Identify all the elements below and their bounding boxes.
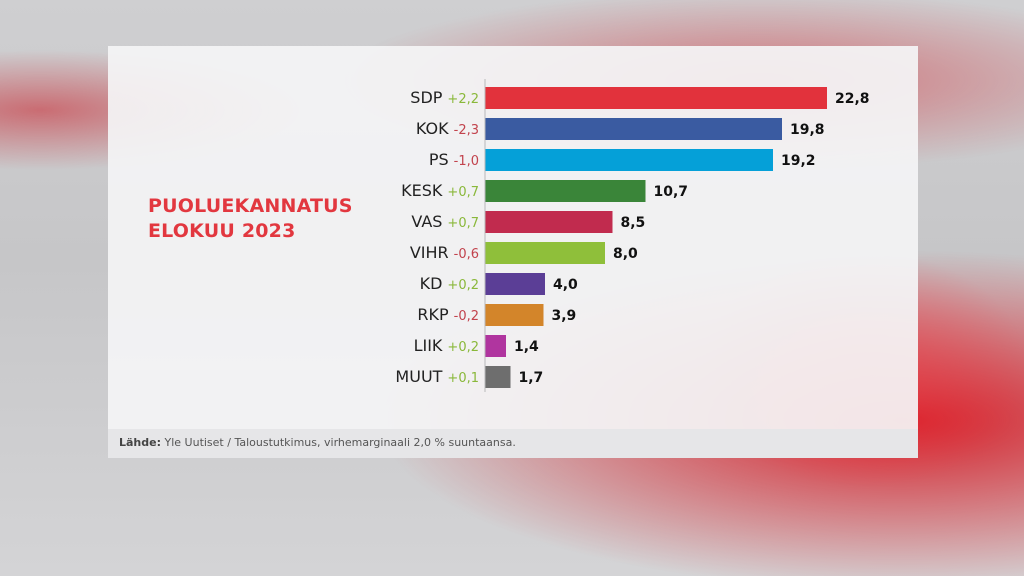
change-label: +0,7	[447, 185, 479, 200]
bar-rkp	[485, 304, 544, 326]
bar-ps	[485, 149, 773, 171]
value-label: 19,2	[781, 153, 816, 169]
bar-kd	[485, 273, 545, 295]
bar-row-kesk: KESK +0,7 10,7	[401, 180, 688, 202]
chart-title-line: PUOLUEKANNATUS	[148, 195, 353, 217]
change-label: +0,7	[447, 216, 479, 231]
party-name: KESK	[401, 181, 443, 200]
change-label: -1,0	[454, 154, 479, 169]
bar-sdp	[485, 87, 827, 109]
bar-row-vas: VAS +0,7 8,5	[411, 211, 645, 233]
source-description: Yle Uutiset / Taloustutkimus, virhemargi…	[164, 436, 516, 449]
bar-row-kd: KD +0,2 4,0	[420, 273, 578, 295]
bar-row-rkp: RKP -0,2 3,9	[417, 304, 576, 326]
party-name: KD	[420, 274, 443, 293]
party-name: VAS	[411, 212, 442, 231]
source-text: Lähde: Yle Uutiset / Taloustutkimus, vir…	[119, 436, 516, 449]
chart-title: PUOLUEKANNATUS ELOKUU 2023	[148, 194, 353, 244]
party-name: SDP	[410, 88, 442, 107]
change-label: -2,3	[454, 123, 479, 138]
source-label: Lähde:	[119, 436, 161, 449]
category-label: LIIK +0,2	[414, 336, 479, 355]
value-label: 1,4	[514, 339, 539, 355]
category-label: RKP -0,2	[417, 305, 479, 324]
category-label: PS -1,0	[429, 150, 479, 169]
value-label: 4,0	[553, 277, 578, 293]
category-label: KOK -2,3	[416, 119, 479, 138]
bar-chart: SDP +2,2 22,8 KOK -2,3 19,8 PS -1,0 19,2 KESK +0,7…	[395, 79, 870, 392]
party-name: KOK	[416, 119, 449, 138]
value-label: 3,9	[552, 308, 577, 324]
value-label: 8,5	[621, 215, 646, 231]
bar-vas	[485, 211, 613, 233]
bar-row-liik: LIIK +0,2 1,4	[414, 335, 539, 357]
source-footer: Lähde: Yle Uutiset / Taloustutkimus, vir…	[108, 429, 918, 458]
party-name: LIIK	[414, 336, 443, 355]
change-label: -0,2	[454, 309, 479, 324]
value-label: 1,7	[519, 370, 544, 386]
category-label: KD +0,2	[420, 274, 479, 293]
chart-panel: PUOLUEKANNATUS ELOKUU 2023 SDP +2,2 22,8 KO…	[108, 46, 918, 458]
bar-row-kok: KOK -2,3 19,8	[416, 118, 825, 140]
category-label: KESK +0,7	[401, 181, 479, 200]
change-label: +2,2	[447, 92, 479, 107]
bar-vihr	[485, 242, 605, 264]
chart-subtitle-line: ELOKUU 2023	[148, 220, 296, 242]
bar-muut	[485, 366, 511, 388]
party-name: PS	[429, 150, 449, 169]
bar-row-vihr: VIHR -0,6 8,0	[410, 242, 638, 264]
category-label: SDP +2,2	[410, 88, 479, 107]
bar-row-sdp: SDP +2,2 22,8	[410, 87, 870, 109]
value-label: 22,8	[835, 91, 870, 107]
change-label: +0,1	[447, 371, 479, 386]
party-name: RKP	[417, 305, 449, 324]
party-name: MUUT	[395, 367, 442, 386]
category-label: MUUT +0,1	[395, 367, 479, 386]
bar-kok	[485, 118, 782, 140]
bar-row-muut: MUUT +0,1 1,7	[395, 366, 543, 388]
value-label: 10,7	[654, 184, 689, 200]
bar-row-ps: PS -1,0 19,2	[429, 149, 816, 171]
value-label: 8,0	[613, 246, 638, 262]
change-label: +0,2	[447, 340, 479, 355]
category-label: VIHR -0,6	[410, 243, 479, 262]
value-label: 19,8	[790, 122, 825, 138]
bar-kesk	[485, 180, 646, 202]
bar-liik	[485, 335, 506, 357]
change-label: +0,2	[447, 278, 479, 293]
category-label: VAS +0,7	[411, 212, 479, 231]
party-name: VIHR	[410, 243, 449, 262]
change-label: -0,6	[454, 247, 479, 262]
